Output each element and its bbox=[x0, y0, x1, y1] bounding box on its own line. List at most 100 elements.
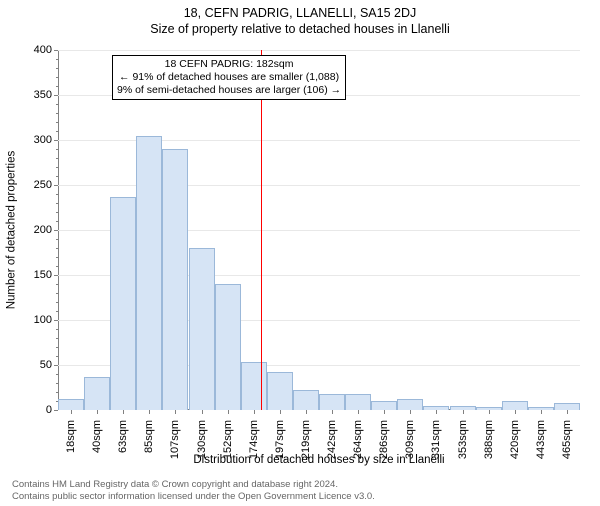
footer-line-1: Contains HM Land Registry data © Crown c… bbox=[12, 479, 375, 490]
y-tick bbox=[54, 140, 58, 141]
x-tick bbox=[71, 410, 72, 414]
y-tick-minor bbox=[56, 221, 58, 222]
x-tick-label: 130sqm bbox=[196, 420, 208, 460]
y-axis-label: Number of detached properties bbox=[4, 50, 18, 410]
histogram-bar bbox=[267, 372, 293, 410]
histogram-bar bbox=[110, 197, 136, 410]
histogram-bar bbox=[319, 394, 345, 410]
x-tick bbox=[436, 410, 437, 414]
x-tick bbox=[228, 410, 229, 414]
y-tick-minor bbox=[56, 356, 58, 357]
x-tick-label: 353sqm bbox=[457, 420, 469, 460]
y-tick bbox=[54, 320, 58, 321]
x-tick-label: 420sqm bbox=[509, 420, 521, 460]
histogram-bar bbox=[293, 390, 319, 410]
reference-line bbox=[261, 50, 262, 410]
y-tick bbox=[54, 95, 58, 96]
y-tick-label: 250 bbox=[20, 179, 52, 191]
chart-title-address: 18, CEFN PADRIG, LLANELLI, SA15 2DJ bbox=[0, 6, 600, 20]
x-tick-label: 18sqm bbox=[65, 420, 77, 460]
plot-area: 18 CEFN PADRIG: 182sqm← 91% of detached … bbox=[58, 50, 580, 410]
x-tick bbox=[254, 410, 255, 414]
x-tick-label: 219sqm bbox=[300, 420, 312, 460]
x-tick-label: 264sqm bbox=[352, 420, 364, 460]
histogram-bar bbox=[502, 401, 528, 410]
histogram-bar bbox=[215, 284, 241, 410]
x-tick-label: 174sqm bbox=[248, 420, 260, 460]
x-tick bbox=[175, 410, 176, 414]
y-tick-minor bbox=[56, 158, 58, 159]
y-tick bbox=[54, 410, 58, 411]
x-tick-label: 197sqm bbox=[274, 420, 286, 460]
chart-container: 18, CEFN PADRIG, LLANELLI, SA15 2DJ Size… bbox=[0, 6, 600, 506]
y-tick bbox=[54, 365, 58, 366]
x-tick bbox=[202, 410, 203, 414]
y-tick-minor bbox=[56, 212, 58, 213]
footer-line-2: Contains public sector information licen… bbox=[12, 491, 375, 502]
x-tick bbox=[515, 410, 516, 414]
y-tick-minor bbox=[56, 194, 58, 195]
y-tick-label: 100 bbox=[20, 314, 52, 326]
y-tick-minor bbox=[56, 329, 58, 330]
x-tick-label: 63sqm bbox=[117, 420, 129, 460]
histogram-bar bbox=[554, 403, 580, 410]
annotation-line: 18 CEFN PADRIG: 182sqm bbox=[117, 58, 341, 71]
histogram-bar bbox=[371, 401, 397, 410]
y-tick-minor bbox=[56, 104, 58, 105]
annotation-line: ← 91% of detached houses are smaller (1,… bbox=[117, 71, 341, 84]
y-tick-minor bbox=[56, 257, 58, 258]
x-tick-label: 85sqm bbox=[143, 420, 155, 460]
y-tick bbox=[54, 185, 58, 186]
y-tick-minor bbox=[56, 248, 58, 249]
histogram-bar bbox=[241, 362, 267, 410]
x-tick-label: 443sqm bbox=[535, 420, 547, 460]
y-tick-minor bbox=[56, 302, 58, 303]
x-tick-label: 286sqm bbox=[378, 420, 390, 460]
x-tick-label: 107sqm bbox=[169, 420, 181, 460]
y-tick-label: 400 bbox=[20, 44, 52, 56]
annotation-line: 9% of semi-detached houses are larger (1… bbox=[117, 84, 341, 97]
x-tick bbox=[306, 410, 307, 414]
x-tick-label: 242sqm bbox=[326, 420, 338, 460]
y-tick-label: 50 bbox=[20, 359, 52, 371]
histogram-bar bbox=[136, 136, 162, 411]
y-tick-minor bbox=[56, 239, 58, 240]
x-tick bbox=[489, 410, 490, 414]
y-tick-label: 0 bbox=[20, 404, 52, 416]
histogram-bar bbox=[189, 248, 215, 410]
x-tick bbox=[541, 410, 542, 414]
x-axis-label: Distribution of detached houses by size … bbox=[58, 454, 580, 466]
x-tick-label: 465sqm bbox=[561, 420, 573, 460]
y-tick-minor bbox=[56, 113, 58, 114]
x-tick bbox=[123, 410, 124, 414]
y-tick-label: 300 bbox=[20, 134, 52, 146]
y-tick bbox=[54, 230, 58, 231]
x-tick-label: 152sqm bbox=[222, 420, 234, 460]
histogram-bar bbox=[397, 399, 423, 410]
y-tick-minor bbox=[56, 383, 58, 384]
x-tick bbox=[332, 410, 333, 414]
y-tick-minor bbox=[56, 392, 58, 393]
histogram-bar bbox=[345, 394, 371, 410]
chart-title-sub: Size of property relative to detached ho… bbox=[0, 22, 600, 36]
x-tick bbox=[280, 410, 281, 414]
annotation-box: 18 CEFN PADRIG: 182sqm← 91% of detached … bbox=[112, 55, 346, 100]
x-tick bbox=[410, 410, 411, 414]
y-tick-minor bbox=[56, 374, 58, 375]
x-tick-label: 309sqm bbox=[404, 420, 416, 460]
y-tick-minor bbox=[56, 266, 58, 267]
histogram-bar bbox=[84, 377, 110, 410]
y-tick-minor bbox=[56, 347, 58, 348]
x-tick bbox=[97, 410, 98, 414]
footer-attribution: Contains HM Land Registry data © Crown c… bbox=[12, 479, 375, 502]
y-tick-minor bbox=[56, 122, 58, 123]
x-tick-label: 388sqm bbox=[483, 420, 495, 460]
x-tick bbox=[358, 410, 359, 414]
y-tick-label: 150 bbox=[20, 269, 52, 281]
y-tick-minor bbox=[56, 203, 58, 204]
x-tick bbox=[463, 410, 464, 414]
y-tick-minor bbox=[56, 284, 58, 285]
y-tick-minor bbox=[56, 338, 58, 339]
gridline bbox=[58, 50, 580, 51]
x-tick-label: 40sqm bbox=[91, 420, 103, 460]
